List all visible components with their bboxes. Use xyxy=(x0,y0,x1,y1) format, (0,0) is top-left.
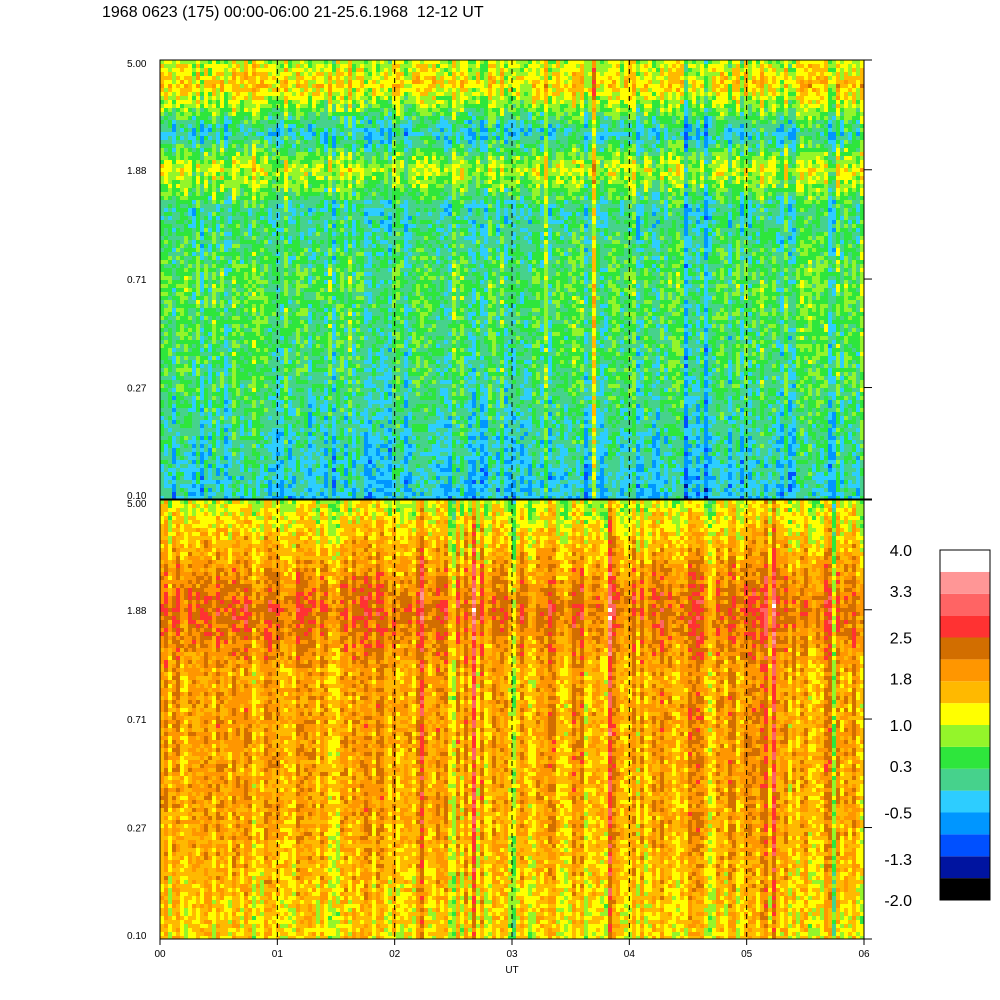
colorbar-label: 0.3 xyxy=(890,759,912,776)
colorbar-segment xyxy=(940,681,990,704)
colorbar-segment xyxy=(940,615,990,638)
x-tick-label: 05 xyxy=(741,949,753,960)
x-tick-label: 00 xyxy=(154,949,166,960)
colorbar-label: -1.3 xyxy=(884,852,912,869)
colorbar-segment xyxy=(940,812,990,835)
colorbar-label: -2.0 xyxy=(884,893,912,910)
colorbar-segment xyxy=(940,834,990,857)
colorbar-segment xyxy=(940,746,990,769)
y-tick-label: 5.00 xyxy=(127,59,147,70)
colorbar-segment xyxy=(940,725,990,747)
colorbar-segment xyxy=(940,790,990,813)
colorbar-label: 4.0 xyxy=(890,543,912,560)
colorbar-segment xyxy=(940,856,990,879)
colorbar-segment xyxy=(940,878,990,900)
y-tick-label: 1.88 xyxy=(127,606,147,617)
spectrogram-panel-1 xyxy=(160,60,864,499)
y-tick-label: 0.27 xyxy=(127,824,147,835)
y-tick-label: 0.10 xyxy=(127,931,147,942)
y-tick-label: 0.71 xyxy=(127,275,147,286)
y-tick-label: 0.27 xyxy=(127,384,147,395)
colorbar-label: 1.0 xyxy=(890,718,912,735)
colorbar-segment xyxy=(940,768,990,791)
x-axis-label: UT xyxy=(505,965,518,976)
colorbar-segment xyxy=(940,637,990,660)
x-tick-label: 01 xyxy=(272,949,284,960)
colorbar-segment xyxy=(940,703,990,725)
colorbar-label: -0.5 xyxy=(884,806,912,823)
colorbar-frame xyxy=(939,549,991,901)
x-tick-label: 03 xyxy=(506,949,518,960)
y-tick-label: 5.00 xyxy=(127,499,147,510)
colorbar-label: 2.5 xyxy=(890,631,912,648)
x-tick-label: 06 xyxy=(858,949,870,960)
x-tick-label: 04 xyxy=(624,949,636,960)
colorbar-segment xyxy=(940,550,990,572)
x-tick-label: 02 xyxy=(389,949,401,960)
y-tick-label: 0.10 xyxy=(127,491,147,502)
y-tick-label: 0.71 xyxy=(127,715,147,726)
colorbar-segment xyxy=(940,659,990,682)
colorbar-label: 3.3 xyxy=(890,584,912,601)
y-tick-label: 1.88 xyxy=(127,166,147,177)
colorbar-label: 1.8 xyxy=(890,671,912,688)
colorbar-segment xyxy=(940,593,990,616)
chart-title: 1968 0623 (175) 00:00-06:00 21-25.6.1968… xyxy=(102,4,484,22)
spectrogram-panel-2 xyxy=(160,500,864,939)
colorbar-segment xyxy=(940,571,990,594)
